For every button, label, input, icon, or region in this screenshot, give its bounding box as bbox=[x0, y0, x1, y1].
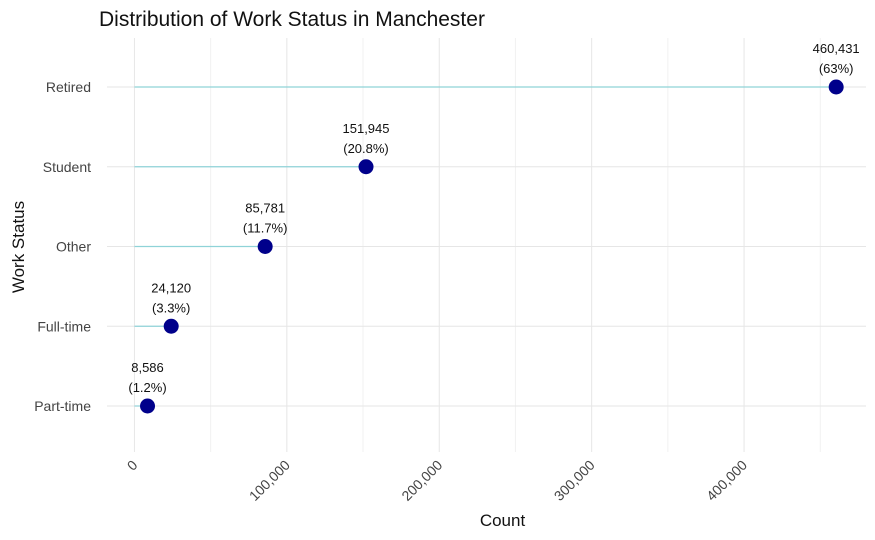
y-tick-label: Retired bbox=[46, 79, 91, 95]
y-tick-labels: Part-time Full-time Other Student Retired bbox=[34, 79, 91, 414]
value-label: 24,120 bbox=[151, 280, 191, 295]
y-axis-title: Work Status bbox=[9, 201, 28, 293]
value-label: 460,431 bbox=[813, 41, 860, 56]
x-tick-labels: 0 100,000 200,000 300,000 400,000 bbox=[124, 457, 751, 504]
value-label: 151,945 bbox=[343, 121, 390, 136]
x-tick-label: 200,000 bbox=[398, 457, 445, 504]
x-axis-title: Count bbox=[480, 511, 526, 530]
y-tick-label: Full-time bbox=[37, 318, 91, 334]
grid bbox=[107, 38, 866, 452]
data-labels: 8,586 (1.2%) 24,120 (3.3%) 85,781 (11.7%) 151,… bbox=[128, 41, 859, 395]
x-tick-label: 300,000 bbox=[551, 457, 598, 504]
percent-label: (3.3%) bbox=[152, 300, 190, 315]
point-other bbox=[257, 239, 273, 254]
percent-label: (63%) bbox=[819, 61, 854, 76]
point-full-time bbox=[163, 318, 179, 334]
x-tick-label: 0 bbox=[124, 457, 141, 474]
point-retired bbox=[828, 79, 844, 95]
point-student bbox=[358, 159, 374, 175]
x-tick-label: 400,000 bbox=[703, 457, 750, 504]
chart-title: Distribution of Work Status in Mancheste… bbox=[99, 8, 485, 31]
value-label: 8,586 bbox=[131, 360, 164, 375]
percent-label: (20.8%) bbox=[343, 141, 389, 156]
y-tick-label: Student bbox=[43, 159, 91, 175]
points bbox=[140, 79, 844, 414]
value-label: 85,781 bbox=[245, 201, 285, 216]
point-part-time bbox=[140, 398, 156, 414]
percent-label: (1.2%) bbox=[128, 380, 166, 395]
y-tick-label: Part-time bbox=[34, 398, 91, 414]
stems bbox=[134, 86, 837, 407]
x-tick-label: 100,000 bbox=[246, 457, 293, 504]
percent-label: (11.7%) bbox=[243, 221, 288, 236]
y-tick-label: Other bbox=[56, 239, 91, 255]
